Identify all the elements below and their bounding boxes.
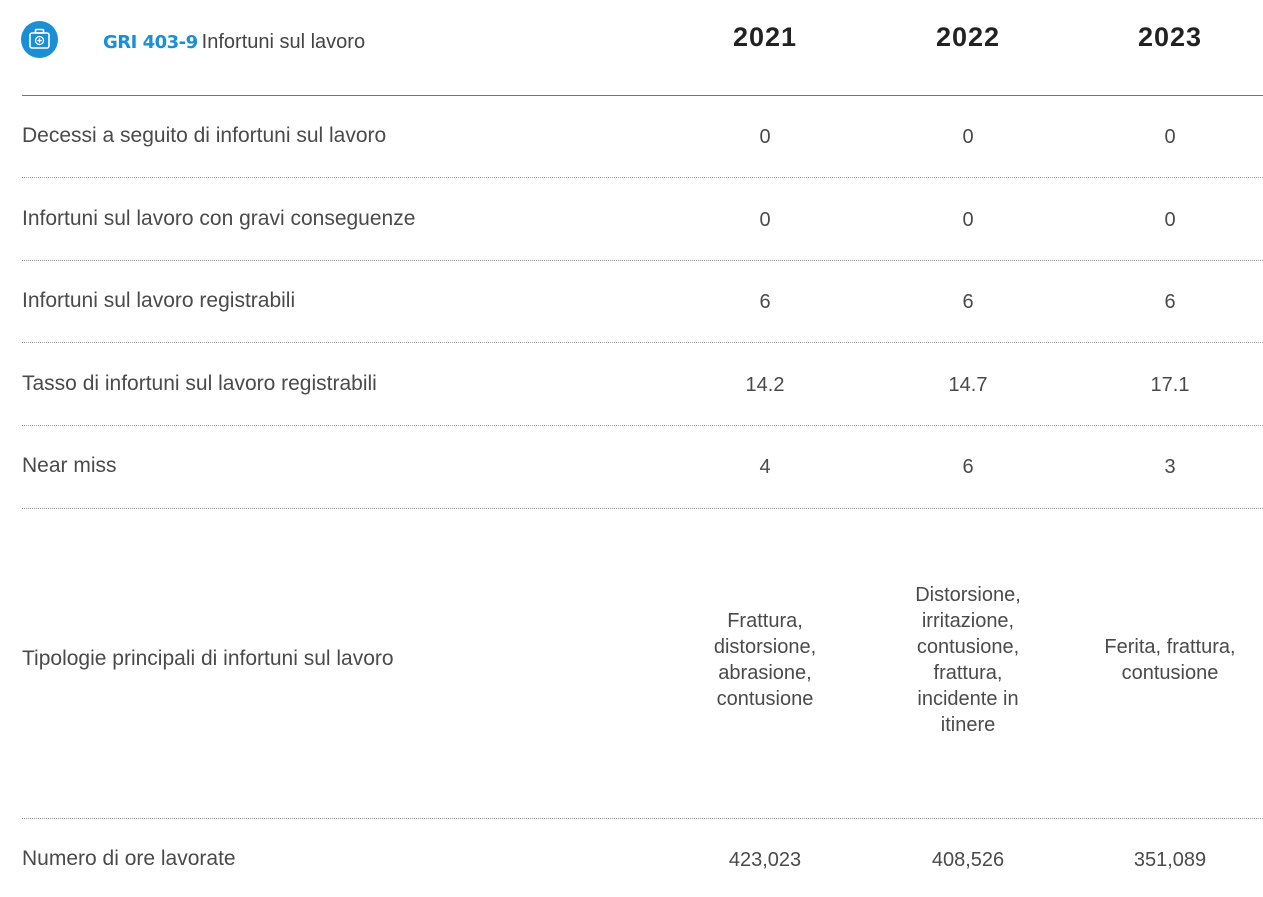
row-label: Decessi a seguito di infortuni sul lavor… bbox=[22, 124, 387, 147]
cell-value: 0 bbox=[1164, 209, 1176, 231]
year-header: 2021 bbox=[732, 22, 798, 52]
cell-value: Ferita, frattura, contusione bbox=[1104, 636, 1236, 684]
cell-value: 6 bbox=[759, 291, 771, 313]
cell-value: 351,089 bbox=[1133, 849, 1207, 871]
cell-value: 3 bbox=[1164, 456, 1176, 478]
row-label: Tasso di infortuni sul lavoro registrabi… bbox=[22, 372, 377, 395]
cell-value: 423,023 bbox=[728, 849, 802, 871]
cell-value: 6 bbox=[962, 456, 974, 478]
row-label: Near miss bbox=[22, 454, 117, 477]
row-separator bbox=[22, 508, 1263, 509]
header-rule bbox=[22, 95, 1263, 96]
row-label: Numero di ore lavorate bbox=[22, 847, 236, 870]
row-separator bbox=[22, 177, 1263, 178]
cell-value: 0 bbox=[962, 126, 974, 148]
cell-value: 0 bbox=[759, 209, 771, 231]
heading-title: Infortuni sul lavoro bbox=[201, 31, 366, 53]
cell-value: 0 bbox=[759, 126, 771, 148]
year-header: 2023 bbox=[1137, 22, 1203, 52]
row-label: Infortuni sul lavoro registrabili bbox=[22, 289, 296, 312]
cell-value: 6 bbox=[962, 291, 974, 313]
row-label: Infortuni sul lavoro con gravi conseguen… bbox=[22, 207, 416, 230]
cell-value: 17.1 bbox=[1150, 374, 1190, 396]
cell-value: Frattura, distorsione, abrasione, contus… bbox=[713, 610, 817, 710]
cell-value: 14.2 bbox=[745, 374, 785, 396]
cell-value: 14.7 bbox=[948, 374, 988, 396]
cell-value: 4 bbox=[759, 456, 771, 478]
row-label: Tipologie principali di infortuni sul la… bbox=[22, 647, 394, 670]
year-header: 2022 bbox=[935, 22, 1001, 52]
cell-value: 0 bbox=[1164, 126, 1176, 148]
row-separator bbox=[22, 425, 1263, 426]
heading: GRI 403-9 Infortuni sul lavoro bbox=[103, 27, 365, 58]
cell-value: Distorsione, irritazione, contusione, fr… bbox=[915, 584, 1021, 736]
gri-code: GRI 403-9 bbox=[103, 32, 198, 53]
row-separator bbox=[22, 260, 1263, 261]
row-separator bbox=[22, 342, 1263, 343]
row-separator bbox=[22, 818, 1263, 819]
cell-value: 6 bbox=[1164, 291, 1176, 313]
cell-value: 0 bbox=[962, 209, 974, 231]
cell-value: 408,526 bbox=[931, 849, 1005, 871]
icon bbox=[21, 21, 58, 58]
